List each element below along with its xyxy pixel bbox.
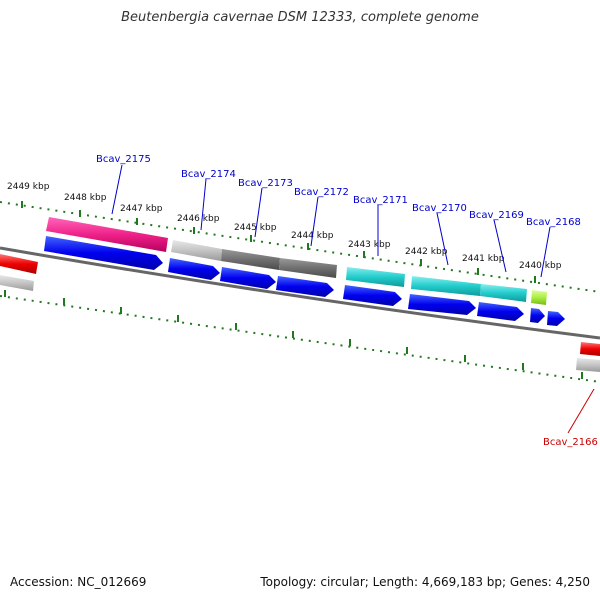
feature-gray-left bbox=[0, 275, 34, 291]
genome-summary-text: Topology: circular; Length: 4,669,183 bp… bbox=[260, 575, 590, 589]
arrow-bcav-2170 bbox=[408, 294, 476, 315]
feature-bcav-2166 bbox=[576, 358, 600, 372]
arrow-bcav-2172 bbox=[276, 276, 334, 297]
gene-label-bcav-2168: Bcav_2168 bbox=[526, 217, 581, 228]
kbp-label: 2442 kbp bbox=[405, 247, 448, 257]
forward-strand-features bbox=[44, 236, 565, 326]
feature-bcav-2171 bbox=[346, 267, 405, 287]
gene-label-bcav-2171: Bcav_2171 bbox=[353, 195, 408, 206]
kbp-label: 2447 kbp bbox=[120, 204, 163, 214]
feature-bcav-2175 bbox=[46, 217, 168, 252]
gene-label-bcav-2173: Bcav_2173 bbox=[238, 178, 293, 189]
feature-bcav-2170 bbox=[411, 276, 481, 296]
major-ticks-lower bbox=[4, 290, 583, 379]
reverse-strand-features bbox=[0, 217, 600, 372]
gene-label-bcav-2166: Bcav_2166 bbox=[543, 437, 598, 448]
major-ticks-upper bbox=[21, 201, 536, 283]
kbp-label: 2445 kbp bbox=[234, 223, 277, 233]
arrow-bcav-2169 bbox=[477, 302, 524, 321]
gene-label-bcav-2175: Bcav_2175 bbox=[96, 154, 151, 165]
gene-label-bcav-2172: Bcav_2172 bbox=[294, 187, 349, 198]
leader-lines bbox=[111, 164, 595, 434]
kbp-label: 2448 kbp bbox=[64, 193, 107, 203]
kbp-label: 2443 kbp bbox=[348, 240, 391, 250]
feature-red-right bbox=[580, 342, 600, 356]
feature-bcav-2169 bbox=[480, 284, 527, 302]
map-title: Beutenbergia cavernae DSM 12333, complet… bbox=[121, 10, 479, 25]
arrow-small-1 bbox=[530, 308, 545, 323]
feature-bcav-2173 bbox=[221, 249, 280, 270]
arrow-bcav-2171 bbox=[343, 285, 402, 306]
feature-bcav-2174 bbox=[171, 240, 222, 261]
kbp-label: 2446 kbp bbox=[177, 214, 220, 224]
arrow-small-2 bbox=[547, 311, 565, 326]
arrow-bcav-2173 bbox=[220, 267, 276, 289]
kbp-label: 2449 kbp bbox=[7, 182, 50, 192]
feature-red-left bbox=[0, 254, 38, 274]
upper-tick-track bbox=[0, 201, 600, 293]
gene-labels: Bcav_2175 Bcav_2174 Bcav_2173 Bcav_2172 … bbox=[96, 154, 598, 448]
gene-label-bcav-2169: Bcav_2169 bbox=[469, 210, 524, 221]
lower-tick-track bbox=[0, 295, 600, 383]
feature-bcav-2172 bbox=[279, 258, 337, 278]
accession-text: Accession: NC_012669 bbox=[10, 575, 147, 589]
gene-label-bcav-2174: Bcav_2174 bbox=[181, 169, 236, 180]
arrow-bcav-2174 bbox=[168, 258, 220, 280]
arrow-bcav-2175 bbox=[44, 236, 163, 270]
kbp-label: 2440 kbp bbox=[519, 261, 562, 271]
genome-backbone bbox=[0, 246, 600, 340]
kbp-label: 2441 kbp bbox=[462, 254, 505, 264]
feature-bcav-2168 bbox=[531, 290, 547, 305]
gene-label-bcav-2170: Bcav_2170 bbox=[412, 203, 467, 214]
